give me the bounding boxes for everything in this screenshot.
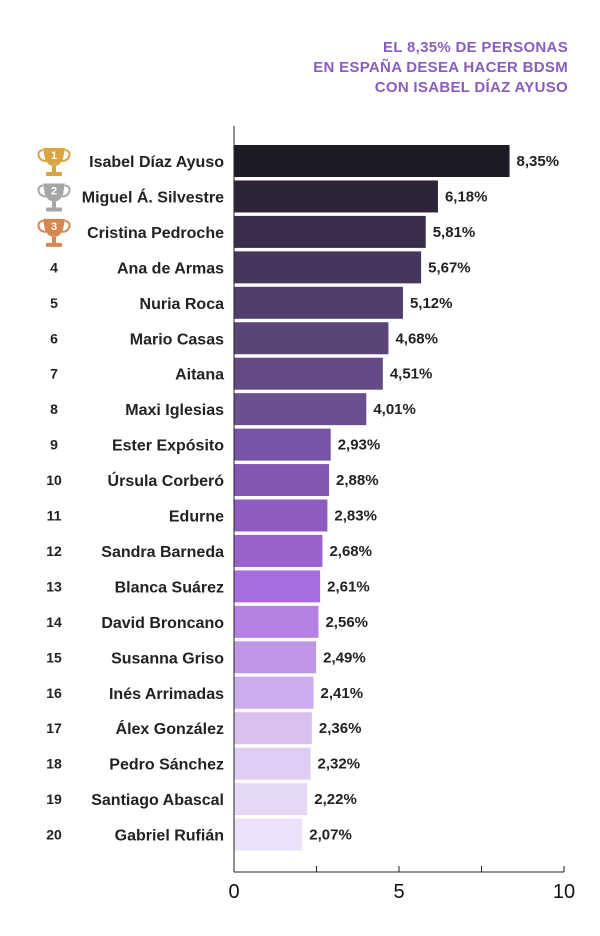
category-label: Maxi Iglesias bbox=[125, 402, 224, 419]
value-label: 2,22% bbox=[314, 791, 357, 808]
value-label: 2,88% bbox=[336, 472, 379, 489]
bar bbox=[234, 499, 328, 532]
bar bbox=[234, 215, 426, 248]
rank-number: 5 bbox=[50, 295, 58, 311]
bar bbox=[234, 534, 323, 567]
bar bbox=[234, 570, 321, 603]
category-label: Isabel Díaz Ayuso bbox=[89, 154, 224, 171]
category-label: Susanna Griso bbox=[111, 650, 224, 667]
title-line-2: EN ESPAÑA DESEA HACER BDSM bbox=[313, 59, 568, 76]
value-label: 2,83% bbox=[334, 508, 377, 525]
category-label: Úrsula Corberó bbox=[108, 471, 225, 490]
title-line-1: EL 8,35% DE PERSONAS bbox=[383, 39, 568, 56]
value-label: 2,36% bbox=[319, 720, 362, 737]
bar bbox=[234, 357, 383, 390]
bar bbox=[234, 783, 308, 816]
category-label: Ester Expósito bbox=[112, 438, 224, 455]
value-label: 5,67% bbox=[428, 259, 471, 276]
bar bbox=[234, 605, 319, 638]
value-label: 2,49% bbox=[323, 649, 366, 666]
rank-number: 3 bbox=[51, 221, 57, 233]
bar bbox=[234, 464, 330, 497]
value-label: 4,68% bbox=[395, 330, 438, 347]
value-label: 4,01% bbox=[373, 401, 416, 418]
category-label: Álex González bbox=[116, 719, 224, 738]
category-label: Aitana bbox=[175, 367, 224, 384]
category-label: Santiago Abascal bbox=[91, 792, 224, 809]
rank-number: 19 bbox=[46, 791, 62, 807]
value-label: 2,07% bbox=[309, 827, 352, 844]
category-label: David Broncano bbox=[101, 615, 224, 632]
bar bbox=[234, 747, 311, 780]
value-label: 8,35% bbox=[517, 153, 560, 170]
category-label: Inés Arrimadas bbox=[109, 686, 224, 703]
value-label: 6,18% bbox=[445, 188, 488, 205]
x-tick-label: 10 bbox=[553, 881, 575, 903]
bar bbox=[234, 712, 312, 745]
bar bbox=[234, 322, 389, 355]
bars-layer: 8,35% Isabel Díaz Ayuso 1 6,18% Miguel Á. Si… bbox=[37, 145, 560, 851]
value-label: 2,32% bbox=[318, 756, 361, 773]
rank-number: 15 bbox=[46, 649, 62, 665]
category-label: Pedro Sánchez bbox=[109, 757, 224, 774]
value-label: 2,61% bbox=[327, 578, 370, 595]
category-label: Miguel Á. Silvestre bbox=[82, 187, 224, 206]
x-tick-label: 5 bbox=[393, 881, 404, 903]
value-label: 2,68% bbox=[329, 543, 372, 560]
bar bbox=[234, 251, 422, 284]
rank-number: 16 bbox=[46, 685, 62, 701]
rank-number: 10 bbox=[46, 472, 62, 488]
rank-number: 11 bbox=[47, 508, 62, 524]
bar bbox=[234, 818, 303, 851]
title-line-3: CON ISABEL DÍAZ AYUSO bbox=[374, 79, 568, 96]
rank-number: 14 bbox=[46, 614, 62, 630]
x-tick-label: 0 bbox=[228, 881, 239, 903]
category-label: Ana de Armas bbox=[117, 260, 224, 277]
category-label: Nuria Roca bbox=[140, 296, 225, 313]
rank-number: 13 bbox=[46, 578, 62, 594]
rank-number: 1 bbox=[51, 150, 57, 162]
x-axis: 0 5 10 bbox=[228, 126, 575, 903]
category-label: Blanca Suárez bbox=[115, 579, 224, 596]
rank-number: 17 bbox=[46, 720, 62, 736]
bar bbox=[234, 180, 438, 213]
bar bbox=[234, 676, 314, 709]
category-label: Sandra Barneda bbox=[101, 544, 224, 561]
rank-number: 9 bbox=[50, 437, 58, 453]
value-label: 4,51% bbox=[390, 366, 433, 383]
value-label: 2,41% bbox=[321, 685, 364, 702]
rank-number: 12 bbox=[46, 543, 62, 559]
rank-number: 8 bbox=[50, 401, 58, 417]
value-label: 2,93% bbox=[338, 437, 381, 454]
rank-number: 18 bbox=[46, 756, 62, 772]
rank-number: 2 bbox=[51, 185, 57, 197]
value-label: 5,12% bbox=[410, 295, 453, 312]
category-label: Edurne bbox=[169, 509, 224, 526]
trophy-gold-icon: 1 bbox=[37, 148, 71, 176]
bar bbox=[234, 286, 403, 319]
rank-number: 4 bbox=[50, 259, 58, 275]
bar bbox=[234, 428, 331, 461]
trophy-silver-icon: 2 bbox=[37, 183, 71, 212]
bar bbox=[234, 145, 510, 177]
rank-number: 20 bbox=[46, 827, 62, 843]
rank-number: 6 bbox=[50, 330, 58, 346]
bar bbox=[234, 641, 317, 674]
value-label: 2,56% bbox=[325, 614, 368, 631]
category-label: Gabriel Rufián bbox=[115, 828, 224, 845]
trophy-bronze-icon: 3 bbox=[37, 218, 71, 247]
bar bbox=[234, 393, 367, 426]
rank-number: 7 bbox=[50, 366, 58, 382]
value-label: 5,81% bbox=[433, 224, 476, 241]
chart-title: EL 8,35% DE PERSONAS EN ESPAÑA DESEA HAC… bbox=[313, 38, 568, 98]
category-label: Cristina Pedroche bbox=[87, 225, 224, 242]
category-label: Mario Casas bbox=[130, 331, 224, 348]
